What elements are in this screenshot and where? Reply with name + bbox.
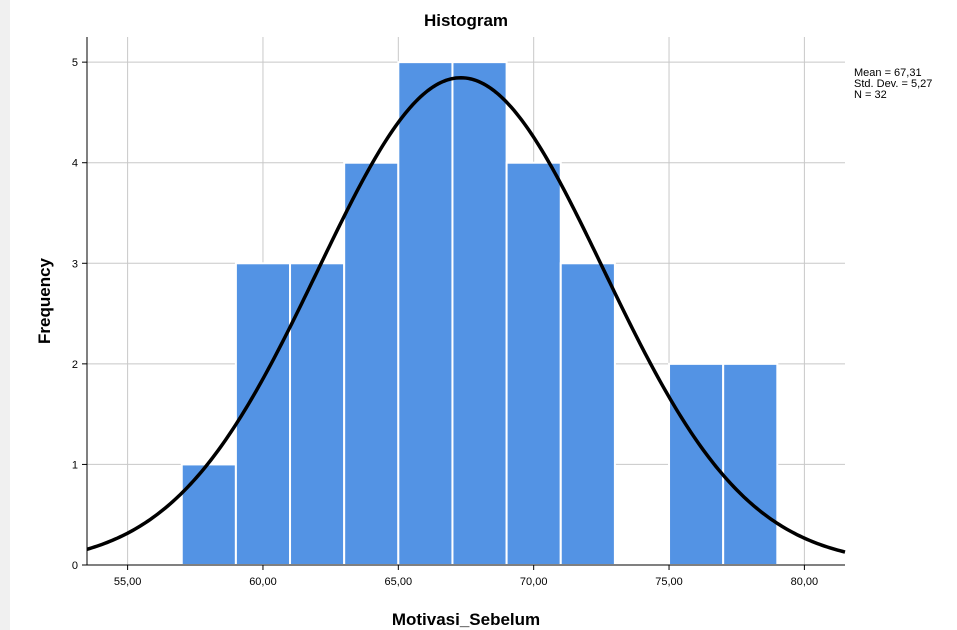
histogram-bar — [505, 161, 562, 566]
tick-labels: 55,00 60,00 65,00 70,00 75,00 80,00 0 1 2 3 4 5 — [72, 57, 818, 588]
y-axis-label: Frequency — [35, 257, 54, 344]
histogram-bar — [343, 161, 400, 566]
chart-frame: Histogram 55,00 60,00 65,00 70,00 75,00 80,00… — [10, 0, 957, 630]
y-tick-label: 5 — [72, 57, 78, 69]
stats-line: N = 32 — [854, 89, 887, 101]
axes — [82, 37, 845, 570]
x-axis-label: Motivasi_Sebelum — [392, 610, 540, 629]
histogram-bar — [397, 61, 454, 567]
chart-title: Histogram — [424, 11, 508, 30]
histogram-bar — [451, 61, 508, 567]
y-tick-label: 3 — [72, 258, 78, 270]
x-tick-label: 60,00 — [249, 576, 277, 588]
histogram-bar — [722, 362, 779, 566]
stats-line: Std. Dev. = 5,27 — [854, 78, 932, 90]
stats-line: Mean = 67,31 — [854, 67, 922, 79]
x-tick-label: 65,00 — [385, 576, 413, 588]
histogram-bars — [180, 61, 779, 567]
histogram-bar — [234, 262, 292, 566]
y-tick-label: 2 — [72, 359, 78, 371]
histogram-bar — [559, 262, 616, 566]
histogram-bar — [180, 463, 237, 566]
x-tick-label: 80,00 — [791, 576, 819, 588]
y-tick-label: 0 — [72, 560, 78, 572]
histogram-chart: Histogram 55,00 60,00 65,00 70,00 75,00 80,00… — [35, 11, 932, 629]
histogram-bar — [289, 262, 346, 566]
x-tick-label: 70,00 — [520, 576, 548, 588]
y-tick-label: 1 — [72, 459, 78, 471]
y-tick-label: 4 — [72, 158, 78, 170]
normal-curve — [86, 75, 846, 554]
x-tick-label: 75,00 — [655, 576, 683, 588]
x-tick-label: 55,00 — [114, 576, 142, 588]
